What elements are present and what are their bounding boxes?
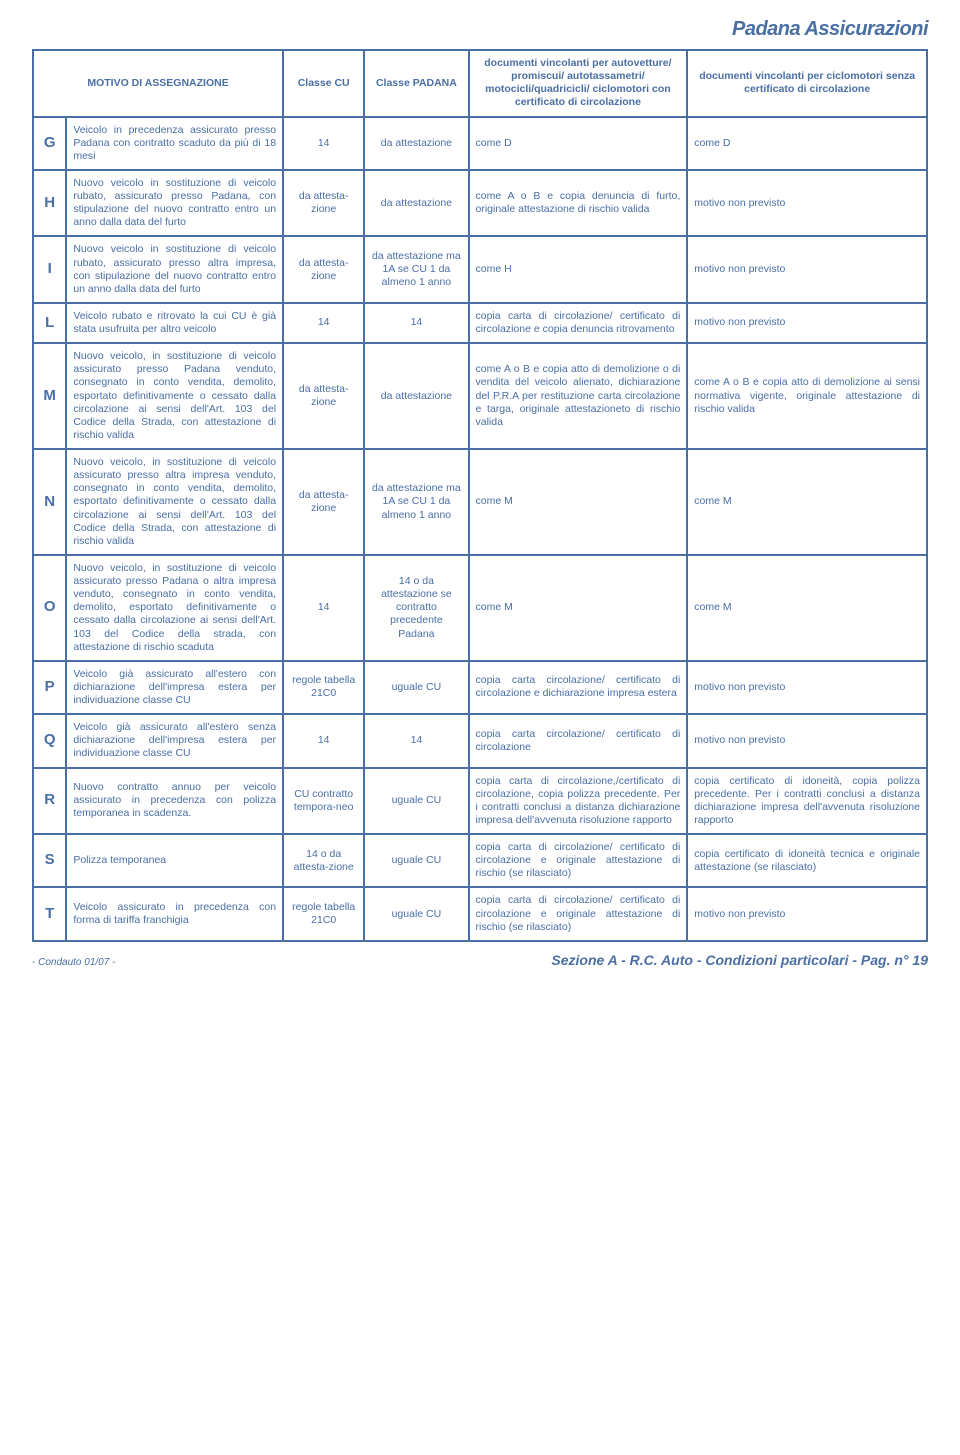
header-classe-padana: Classe PADANA xyxy=(364,50,468,117)
row-doc-cert: copia carta circolazione/ certificato di… xyxy=(469,714,688,767)
row-classe-cu: 14 xyxy=(283,555,364,661)
row-classe-cu: da attesta-zione xyxy=(283,343,364,449)
row-doc-cert: copia carta di circolazione,/certificato… xyxy=(469,768,688,835)
row-letter: H xyxy=(33,170,66,237)
row-classe-cu: 14 o da attesta-zione xyxy=(283,834,364,887)
row-classe-padana: uguale CU xyxy=(364,661,468,714)
row-classe-padana: 14 xyxy=(364,303,468,343)
table-row: TVeicolo assicurato in precedenza con fo… xyxy=(33,887,927,940)
table-row: NNuovo veicolo, in sostituzione di veico… xyxy=(33,449,927,555)
row-classe-padana: da attestazione xyxy=(364,343,468,449)
table-row: SPolizza temporanea14 o da attesta-zione… xyxy=(33,834,927,887)
row-doc-senza: copia certificato di idoneità, copia pol… xyxy=(687,768,927,835)
row-motivo: Veicolo in precedenza assicurato presso … xyxy=(66,117,283,170)
row-motivo: Veicolo assicurato in precedenza con for… xyxy=(66,887,283,940)
row-doc-cert: come M xyxy=(469,555,688,661)
table-header-row: MOTIVO DI ASSEGNAZIONE Classe CU Classe … xyxy=(33,50,927,117)
row-letter: O xyxy=(33,555,66,661)
table-row: RNuovo contratto annuo per veicolo assic… xyxy=(33,768,927,835)
row-classe-cu: 14 xyxy=(283,117,364,170)
header-motivo: MOTIVO DI ASSEGNAZIONE xyxy=(33,50,283,117)
row-classe-padana: da attestazione ma 1A se CU 1 da almeno … xyxy=(364,449,468,555)
row-letter: R xyxy=(33,768,66,835)
row-motivo: Veicolo già assicurato all'estero senza … xyxy=(66,714,283,767)
row-doc-cert: copia carta di circolazione/ certificato… xyxy=(469,834,688,887)
row-classe-padana: da attestazione xyxy=(364,170,468,237)
row-motivo: Nuovo veicolo in sostituzione di veicolo… xyxy=(66,170,283,237)
row-doc-cert: copia carta circolazione/ certificato di… xyxy=(469,661,688,714)
row-letter: G xyxy=(33,117,66,170)
row-doc-senza: copia certificato di idoneità tecnica e … xyxy=(687,834,927,887)
row-classe-cu: da attesta-zione xyxy=(283,449,364,555)
row-letter: M xyxy=(33,343,66,449)
row-doc-senza: motivo non previsto xyxy=(687,303,927,343)
row-doc-cert: come A o B e copia denuncia di furto, or… xyxy=(469,170,688,237)
row-letter: I xyxy=(33,236,66,303)
row-classe-cu: 14 xyxy=(283,714,364,767)
row-letter: S xyxy=(33,834,66,887)
row-doc-cert: copia carta di circolazione/ certificato… xyxy=(469,303,688,343)
row-classe-padana: 14 o da attestazione se contratto preced… xyxy=(364,555,468,661)
table-row: GVeicolo in precedenza assicurato presso… xyxy=(33,117,927,170)
row-motivo: Nuovo veicolo in sostituzione di veicolo… xyxy=(66,236,283,303)
brand-title: Padana Assicurazioni xyxy=(32,18,928,41)
row-doc-senza: motivo non previsto xyxy=(687,714,927,767)
row-motivo: Nuovo contratto annuo per veicolo assicu… xyxy=(66,768,283,835)
row-doc-senza: motivo non previsto xyxy=(687,236,927,303)
row-motivo: Veicolo già assicurato all'estero con di… xyxy=(66,661,283,714)
footer-right: Sezione A - R.C. Auto - Condizioni parti… xyxy=(551,952,928,968)
row-classe-cu: regole tabella 21C0 xyxy=(283,887,364,940)
row-motivo: Nuovo veicolo, in sostituzione di veicol… xyxy=(66,449,283,555)
row-letter: P xyxy=(33,661,66,714)
table-row: INuovo veicolo in sostituzione di veicol… xyxy=(33,236,927,303)
row-doc-cert: copia carta di circolazione/ certificato… xyxy=(469,887,688,940)
table-row: PVeicolo già assicurato all'estero con d… xyxy=(33,661,927,714)
row-motivo: Nuovo veicolo, in sostituzione di veicol… xyxy=(66,343,283,449)
row-motivo: Veicolo rubato e ritrovato la cui CU è g… xyxy=(66,303,283,343)
row-doc-senza: motivo non previsto xyxy=(687,887,927,940)
row-doc-senza: motivo non previsto xyxy=(687,170,927,237)
row-classe-cu: da attesta-zione xyxy=(283,236,364,303)
row-letter: L xyxy=(33,303,66,343)
row-classe-cu: regole tabella 21C0 xyxy=(283,661,364,714)
row-letter: N xyxy=(33,449,66,555)
row-motivo: Nuovo veicolo, in sostituzione di veicol… xyxy=(66,555,283,661)
row-classe-cu: 14 xyxy=(283,303,364,343)
assignment-table: MOTIVO DI ASSEGNAZIONE Classe CU Classe … xyxy=(32,49,928,942)
row-doc-cert: come H xyxy=(469,236,688,303)
row-classe-padana: 14 xyxy=(364,714,468,767)
header-classe-cu: Classe CU xyxy=(283,50,364,117)
row-letter: Q xyxy=(33,714,66,767)
page-footer: - Condauto 01/07 - Sezione A - R.C. Auto… xyxy=(32,952,928,968)
row-classe-padana: da attestazione xyxy=(364,117,468,170)
row-classe-cu: da attesta-zione xyxy=(283,170,364,237)
table-row: QVeicolo già assicurato all'estero senza… xyxy=(33,714,927,767)
row-doc-cert: come A o B e copia atto di demolizione o… xyxy=(469,343,688,449)
row-doc-senza: come M xyxy=(687,555,927,661)
row-doc-senza: come A o B e copia atto di demolizione a… xyxy=(687,343,927,449)
row-letter: T xyxy=(33,887,66,940)
row-doc-cert: come M xyxy=(469,449,688,555)
table-row: LVeicolo rubato e ritrovato la cui CU è … xyxy=(33,303,927,343)
row-classe-padana: uguale CU xyxy=(364,887,468,940)
row-classe-padana: uguale CU xyxy=(364,834,468,887)
row-doc-senza: motivo non previsto xyxy=(687,661,927,714)
header-doc-cert: documenti vincolanti per autovetture/ pr… xyxy=(469,50,688,117)
row-doc-senza: come D xyxy=(687,117,927,170)
footer-left: - Condauto 01/07 - xyxy=(32,957,115,968)
header-doc-senza: documenti vincolanti per ciclomotori sen… xyxy=(687,50,927,117)
table-row: HNuovo veicolo in sostituzione di veicol… xyxy=(33,170,927,237)
table-row: MNuovo veicolo, in sostituzione di veico… xyxy=(33,343,927,449)
row-doc-cert: come D xyxy=(469,117,688,170)
table-row: ONuovo veicolo, in sostituzione di veico… xyxy=(33,555,927,661)
row-classe-padana: da attestazione ma 1A se CU 1 da almeno … xyxy=(364,236,468,303)
row-classe-cu: CU contratto tempora-neo xyxy=(283,768,364,835)
row-doc-senza: come M xyxy=(687,449,927,555)
row-motivo: Polizza temporanea xyxy=(66,834,283,887)
row-classe-padana: uguale CU xyxy=(364,768,468,835)
